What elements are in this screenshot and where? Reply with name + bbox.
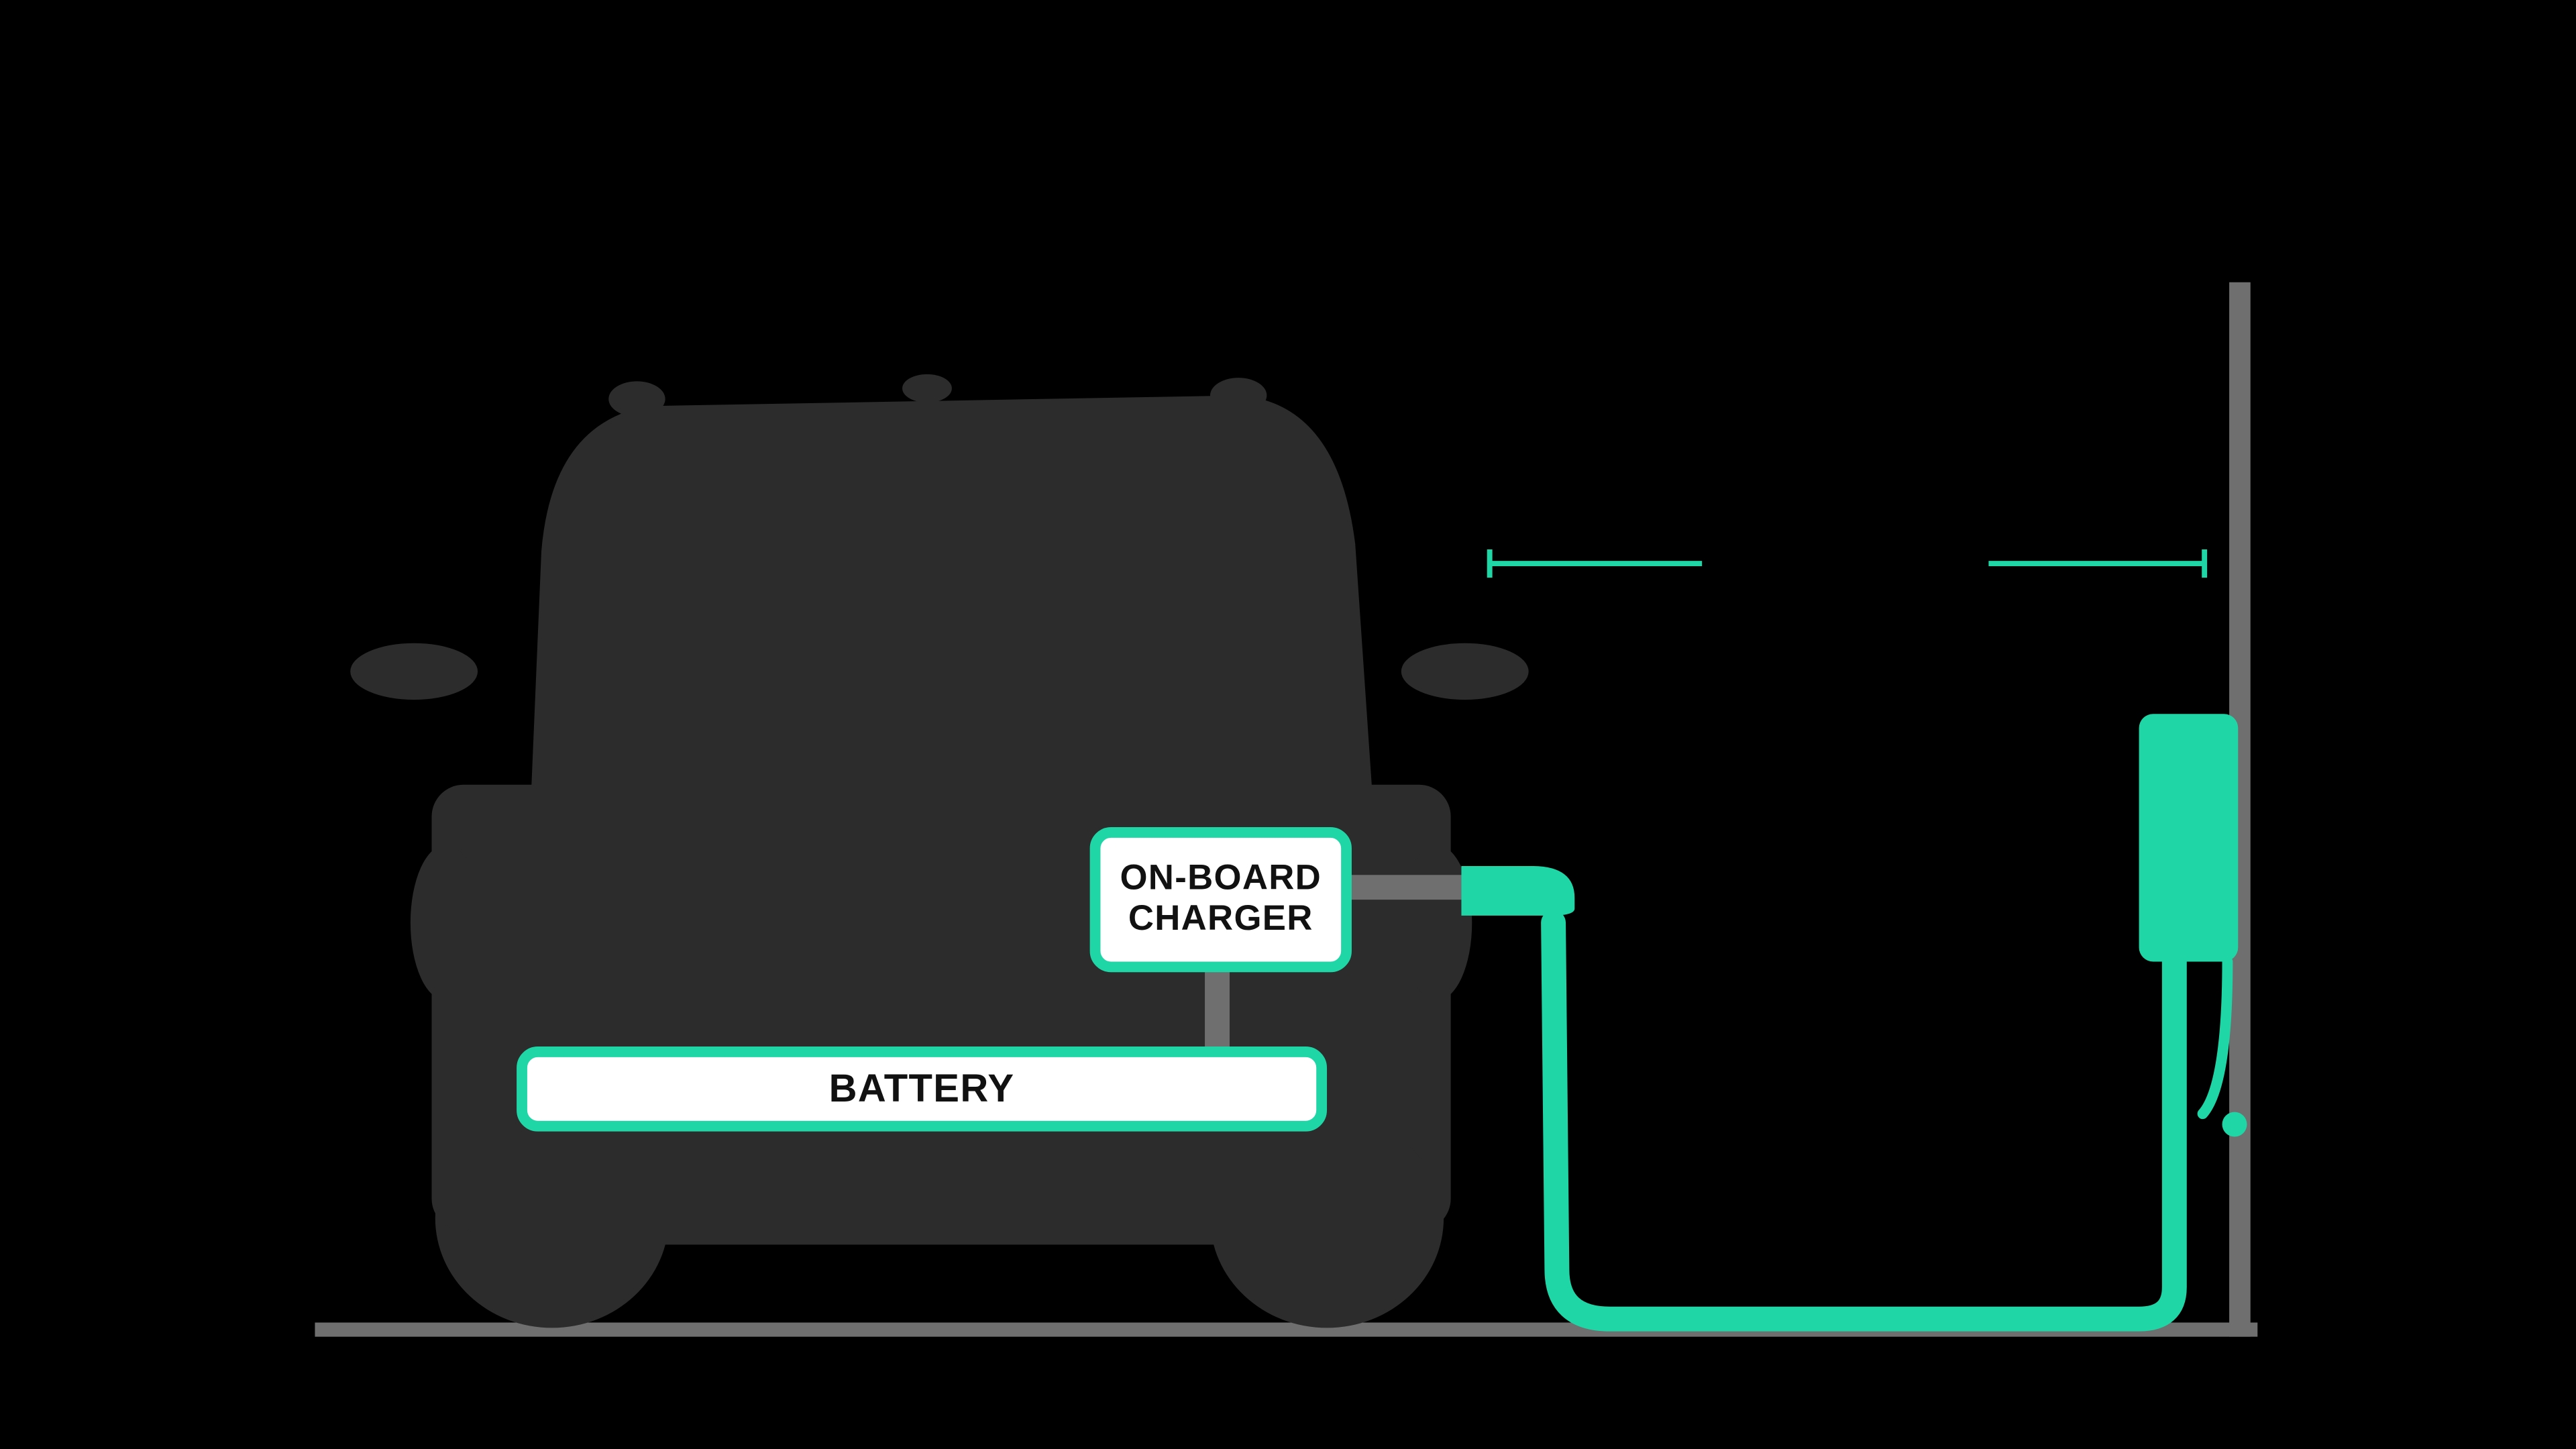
ev-charging-diagram: ON-BOARD CHARGER BATTERY xyxy=(0,3,2576,1446)
onboard-charger-text-line1: ON-BOARD xyxy=(1120,859,1322,900)
battery-label: BATTERY xyxy=(520,1050,1323,1128)
onboard-charger-label: ON-BOARD CHARGER xyxy=(1093,830,1348,969)
diagram-svg xyxy=(0,3,2576,1446)
battery-text: BATTERY xyxy=(829,1067,1015,1112)
onboard-charger-text-line2: CHARGER xyxy=(1120,900,1322,941)
charging-plug-icon xyxy=(1461,866,1574,916)
